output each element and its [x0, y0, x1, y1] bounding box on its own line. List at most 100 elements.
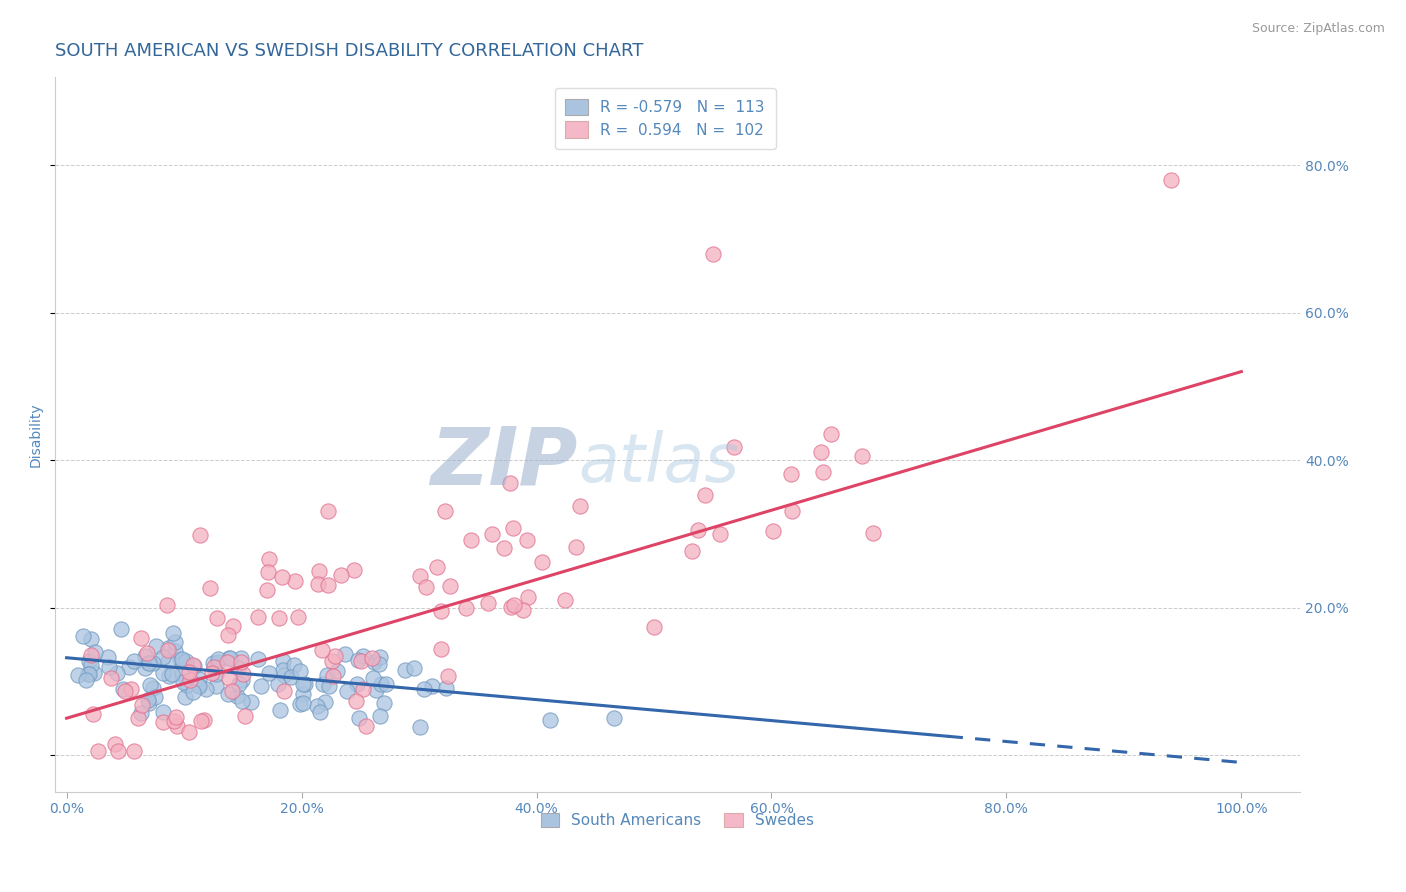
- Point: [231, 694, 253, 708]
- Point: [307, 577, 329, 591]
- Point: [436, 681, 458, 695]
- Point: [172, 652, 194, 666]
- Point: [436, 669, 458, 683]
- Point: [114, 684, 136, 698]
- Point: [433, 504, 456, 518]
- Point: [346, 677, 368, 691]
- Point: [190, 714, 212, 729]
- Point: [314, 695, 336, 709]
- Point: [247, 610, 270, 624]
- Text: SOUTH AMERICAN VS SWEDISH DISABILITY CORRELATION CHART: SOUTH AMERICAN VS SWEDISH DISABILITY COR…: [55, 42, 643, 60]
- Point: [181, 658, 204, 673]
- Point: [152, 665, 174, 680]
- Point: [136, 692, 159, 706]
- Point: [156, 643, 179, 657]
- Point: [762, 524, 785, 538]
- Point: [179, 725, 201, 739]
- Point: [201, 656, 224, 670]
- Point: [202, 660, 225, 674]
- Point: [336, 684, 359, 698]
- Point: [307, 698, 329, 713]
- Point: [66, 667, 89, 681]
- Point: [226, 661, 249, 675]
- Point: [127, 711, 149, 725]
- Point: [177, 665, 200, 679]
- Point: [176, 678, 198, 692]
- Point: [512, 603, 534, 617]
- Point: [693, 488, 716, 502]
- Point: [370, 676, 392, 690]
- Point: [499, 476, 522, 491]
- Point: [430, 641, 453, 656]
- Point: [218, 671, 240, 685]
- Point: [330, 567, 353, 582]
- Point: [181, 685, 204, 699]
- Point: [502, 521, 524, 535]
- Point: [322, 669, 344, 683]
- Point: [373, 696, 395, 710]
- Point: [122, 744, 145, 758]
- Point: [501, 600, 523, 615]
- Point: [323, 649, 346, 664]
- Point: [350, 654, 373, 668]
- Point: [280, 670, 302, 684]
- Point: [273, 684, 295, 698]
- Point: [207, 652, 229, 666]
- Point: [233, 708, 256, 723]
- Point: [207, 655, 229, 669]
- Point: [163, 714, 186, 729]
- Point: [83, 666, 105, 681]
- Point: [352, 649, 374, 664]
- Point: [157, 654, 180, 668]
- Point: [409, 568, 432, 582]
- Point: [360, 651, 382, 665]
- Point: [107, 744, 129, 758]
- Point: [325, 665, 347, 679]
- Point: [862, 525, 884, 540]
- Point: [77, 666, 100, 681]
- Point: [187, 678, 209, 692]
- Point: [239, 696, 262, 710]
- Point: [425, 560, 447, 574]
- Point: [231, 673, 253, 688]
- Point: [723, 440, 745, 454]
- Point: [97, 649, 120, 664]
- Point: [494, 541, 516, 556]
- Point: [530, 555, 553, 569]
- Point: [368, 649, 391, 664]
- Point: [709, 526, 731, 541]
- Point: [820, 426, 842, 441]
- Point: [129, 706, 152, 720]
- Point: [308, 705, 330, 719]
- Point: [187, 679, 209, 693]
- Point: [259, 665, 281, 680]
- Text: Source: ZipAtlas.com: Source: ZipAtlas.com: [1251, 22, 1385, 36]
- Point: [138, 697, 160, 711]
- Point: [172, 667, 194, 681]
- Point: [368, 708, 391, 723]
- Point: [218, 650, 240, 665]
- Point: [316, 504, 339, 518]
- Point: [321, 654, 343, 668]
- Point: [169, 652, 191, 666]
- Point: [201, 665, 224, 680]
- Point: [460, 533, 482, 547]
- Point: [135, 646, 157, 660]
- Point: [77, 654, 100, 668]
- Point: [155, 598, 177, 612]
- Point: [439, 579, 461, 593]
- Point: [232, 667, 254, 681]
- Point: [204, 666, 226, 681]
- Point: [430, 604, 453, 618]
- Point: [72, 629, 94, 643]
- Point: [217, 655, 239, 669]
- Point: [810, 445, 832, 459]
- Point: [316, 667, 339, 681]
- Point: [179, 673, 201, 687]
- Point: [1160, 173, 1182, 187]
- Point: [100, 671, 122, 685]
- Text: atlas: atlas: [578, 430, 740, 496]
- Point: [780, 467, 803, 482]
- Point: [228, 677, 250, 691]
- Point: [105, 666, 128, 681]
